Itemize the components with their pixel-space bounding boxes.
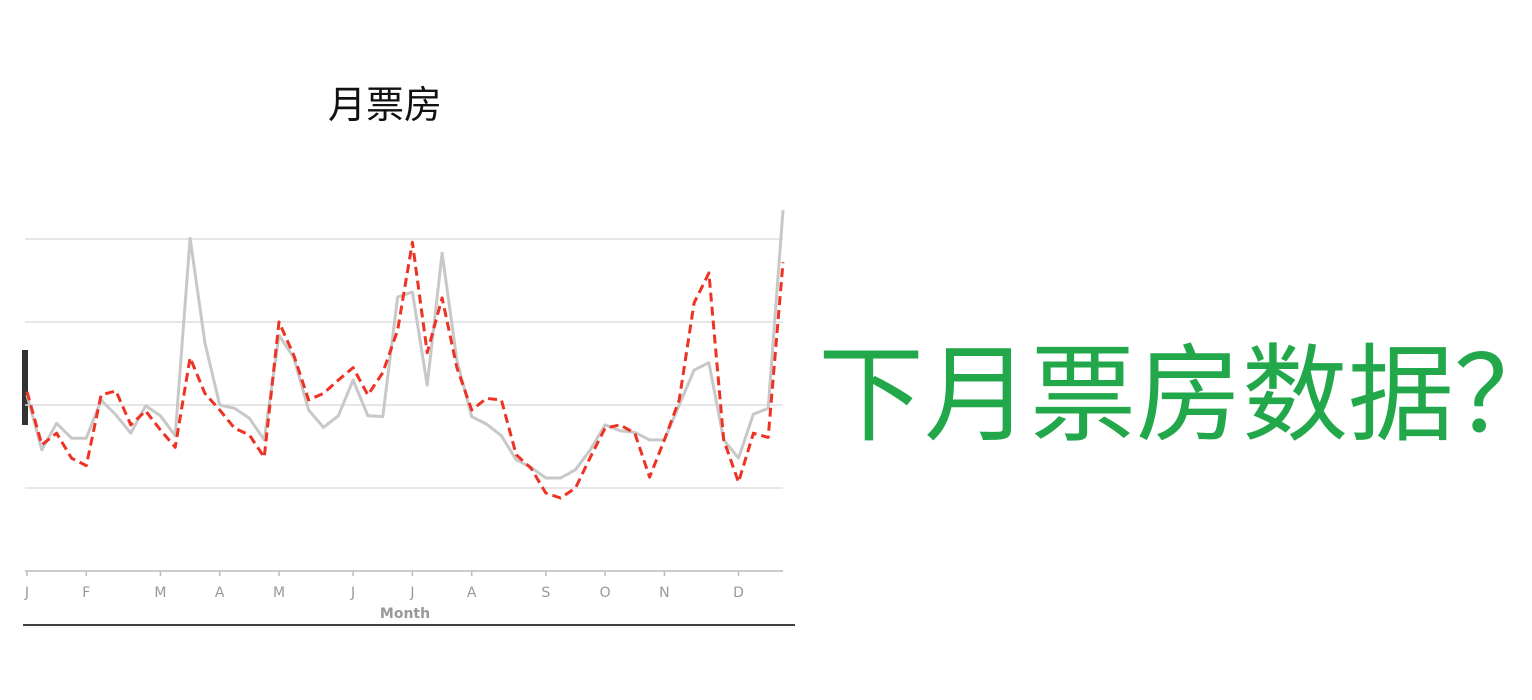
x-tick-label: A <box>467 585 477 601</box>
x-tick-label: J <box>24 585 29 601</box>
caption: 下月票房数据？ <box>818 338 1532 455</box>
x-tick-label: S <box>541 585 550 601</box>
x-tick-label: D <box>733 585 744 601</box>
series-line <box>25 240 785 500</box>
x-tick-label: M <box>273 585 285 601</box>
x-tick-label: J <box>409 585 414 601</box>
x-tick-label: F <box>82 585 90 601</box>
x-tick-label: N <box>659 585 669 601</box>
x-tick-label: M <box>154 585 166 601</box>
x-tick-label: J <box>350 585 355 601</box>
x-tick-label: A <box>215 585 225 601</box>
chart-title: 月票房 <box>328 85 442 127</box>
x-tick-label: O <box>600 585 611 601</box>
marker-bar <box>22 350 28 425</box>
x-axis-label: Month <box>380 606 430 622</box>
